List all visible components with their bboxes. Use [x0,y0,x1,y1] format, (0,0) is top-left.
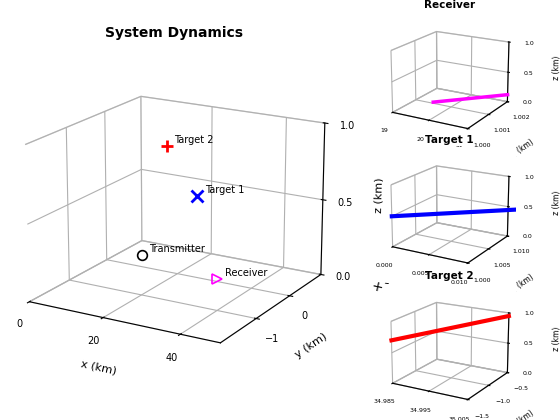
Title: Target 1: Target 1 [425,135,474,145]
Y-axis label: y (km): y (km) [510,409,535,420]
Title: System Dynamics: System Dynamics [105,26,242,40]
Y-axis label: y (km): y (km) [510,138,535,159]
X-axis label: x (km): x (km) [395,289,421,303]
Title: Receiver: Receiver [424,0,475,10]
Y-axis label: y (km): y (km) [510,272,535,294]
X-axis label: x (km): x (km) [395,155,421,168]
Title: Target 2: Target 2 [425,271,474,281]
X-axis label: x (km): x (km) [80,359,118,376]
Y-axis label: y (km): y (km) [294,331,329,360]
